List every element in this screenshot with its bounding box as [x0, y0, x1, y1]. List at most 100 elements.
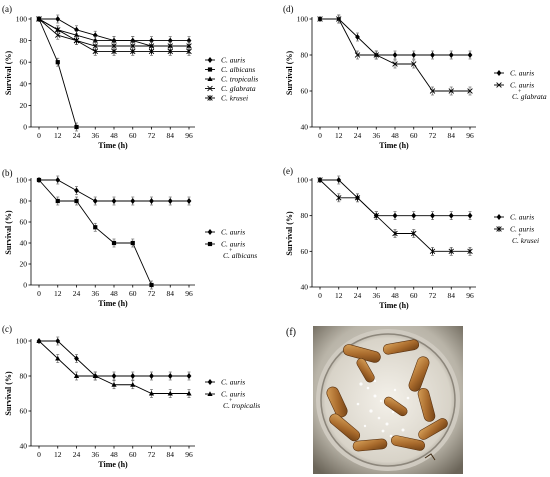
data-point [55, 16, 61, 22]
panel-label: (a) [2, 4, 12, 14]
x-tick-label: 96 [185, 450, 193, 459]
data-point [55, 60, 60, 65]
panel-label: (b) [2, 168, 13, 178]
data-point [73, 37, 80, 44]
data-point [111, 373, 117, 379]
panel-d: (d) 40 60 80 100 0 12 24 36 48 60 72 84 96 Time (h) Sur… [283, 4, 547, 150]
data-point [36, 177, 42, 183]
legend-entry: C. auris [205, 56, 245, 65]
data-point [392, 61, 398, 67]
legend-label: C. auris [221, 390, 245, 399]
data-point [55, 177, 61, 183]
data-point [74, 198, 79, 204]
data-point [74, 187, 79, 194]
y-tick-label: 40 [20, 239, 28, 248]
x-tick-label: 72 [429, 291, 437, 300]
data-point [55, 338, 61, 344]
data-point [74, 355, 79, 362]
legend-marker [207, 95, 213, 101]
x-tick-label: 84 [167, 289, 175, 298]
data-point [354, 52, 361, 58]
x-tick-label: 0 [37, 131, 41, 140]
legend-label: C. auris [221, 240, 245, 249]
legend-marker [496, 214, 502, 220]
legend-plus: + [229, 248, 233, 254]
legend-marker [207, 391, 213, 396]
x-tick-label: 36 [92, 450, 100, 459]
legend-marker [496, 82, 502, 88]
data-point [411, 52, 417, 58]
data-point [92, 48, 98, 55]
legend-label: C. krusei [512, 236, 539, 245]
y-tick-label: 100 [16, 337, 28, 346]
legend-marker [207, 241, 213, 247]
y-tick-label: 40 [301, 123, 309, 132]
data-point [392, 230, 398, 237]
legend-label: C. tropicalis [221, 75, 258, 84]
data-point [92, 373, 98, 378]
x-tick-label: 84 [167, 131, 175, 140]
series-1 [317, 177, 473, 256]
series-4 [36, 16, 192, 56]
y-axis-title: Survival (%) [4, 51, 13, 96]
data-point [167, 390, 173, 396]
y-axis-title: Survival (%) [4, 210, 13, 255]
y-tick-label: 60 [301, 247, 309, 256]
x-tick-label: 48 [110, 131, 118, 140]
y-tick-label: 60 [301, 87, 309, 96]
data-point [74, 124, 79, 130]
x-tick-label: 0 [318, 131, 322, 140]
y-tick-label: 40 [20, 79, 28, 88]
data-point [130, 240, 135, 246]
legend-entry: C. albicans [205, 65, 255, 74]
data-point [467, 88, 473, 94]
legend-label: C. glabrata [512, 92, 547, 101]
panel-a: (a) 0 20 40 60 80 100 0 12 24 36 48 60 72 84 96 Time (h)… [2, 4, 258, 150]
legend-entry: C. krusei [205, 94, 248, 103]
data-point [336, 177, 342, 183]
legend-marker [207, 67, 213, 72]
data-point [130, 43, 136, 49]
data-point [148, 48, 155, 55]
x-axis-title: Time (h) [98, 299, 128, 308]
data-point [55, 32, 61, 38]
x-tick-label: 36 [92, 131, 100, 140]
data-point [448, 52, 454, 58]
x-tick-label: 48 [110, 450, 118, 459]
x-tick-label: 84 [448, 131, 456, 140]
series-line [38, 179, 152, 286]
legend-entry: C. auris+C. tropicalis [205, 390, 260, 410]
data-point [111, 198, 117, 204]
y-tick-label: 80 [20, 372, 28, 381]
legend-label: C. auris [510, 81, 534, 90]
data-point [317, 177, 323, 183]
x-axis-title: Time (h) [379, 301, 409, 310]
data-point [149, 198, 154, 204]
legend-marker [207, 76, 213, 81]
x-tick-label: 12 [54, 131, 62, 140]
x-tick-label: 84 [448, 291, 456, 300]
legend-marker [207, 57, 213, 63]
data-point [36, 16, 42, 22]
y-tick-label: 60 [20, 407, 28, 416]
x-tick-label: 24 [73, 131, 81, 140]
data-point [392, 52, 398, 58]
x-tick-label: 72 [148, 450, 156, 459]
legend-entry: C. auris+C. krusei [494, 225, 539, 245]
x-tick-label: 0 [37, 450, 41, 459]
x-tick-label: 96 [185, 289, 193, 298]
legend-entry: C. tropicalis [205, 75, 258, 84]
data-point [429, 88, 436, 94]
data-point [317, 16, 323, 22]
y-tick-label: 100 [16, 176, 28, 185]
data-point [354, 194, 361, 201]
data-point [186, 48, 192, 55]
x-tick-label: 36 [373, 291, 381, 300]
y-tick-label: 60 [20, 218, 28, 227]
data-point [111, 240, 117, 246]
legend-marker [496, 70, 502, 76]
x-axis-title: Time (h) [379, 141, 409, 150]
panel-b: (b) 0 20 40 60 80 100 0 12 24 36 48 60 72 84 96 Time (h)… [2, 168, 257, 308]
x-tick-label: 96 [466, 131, 474, 140]
legend-label: C. krusei [221, 94, 248, 103]
